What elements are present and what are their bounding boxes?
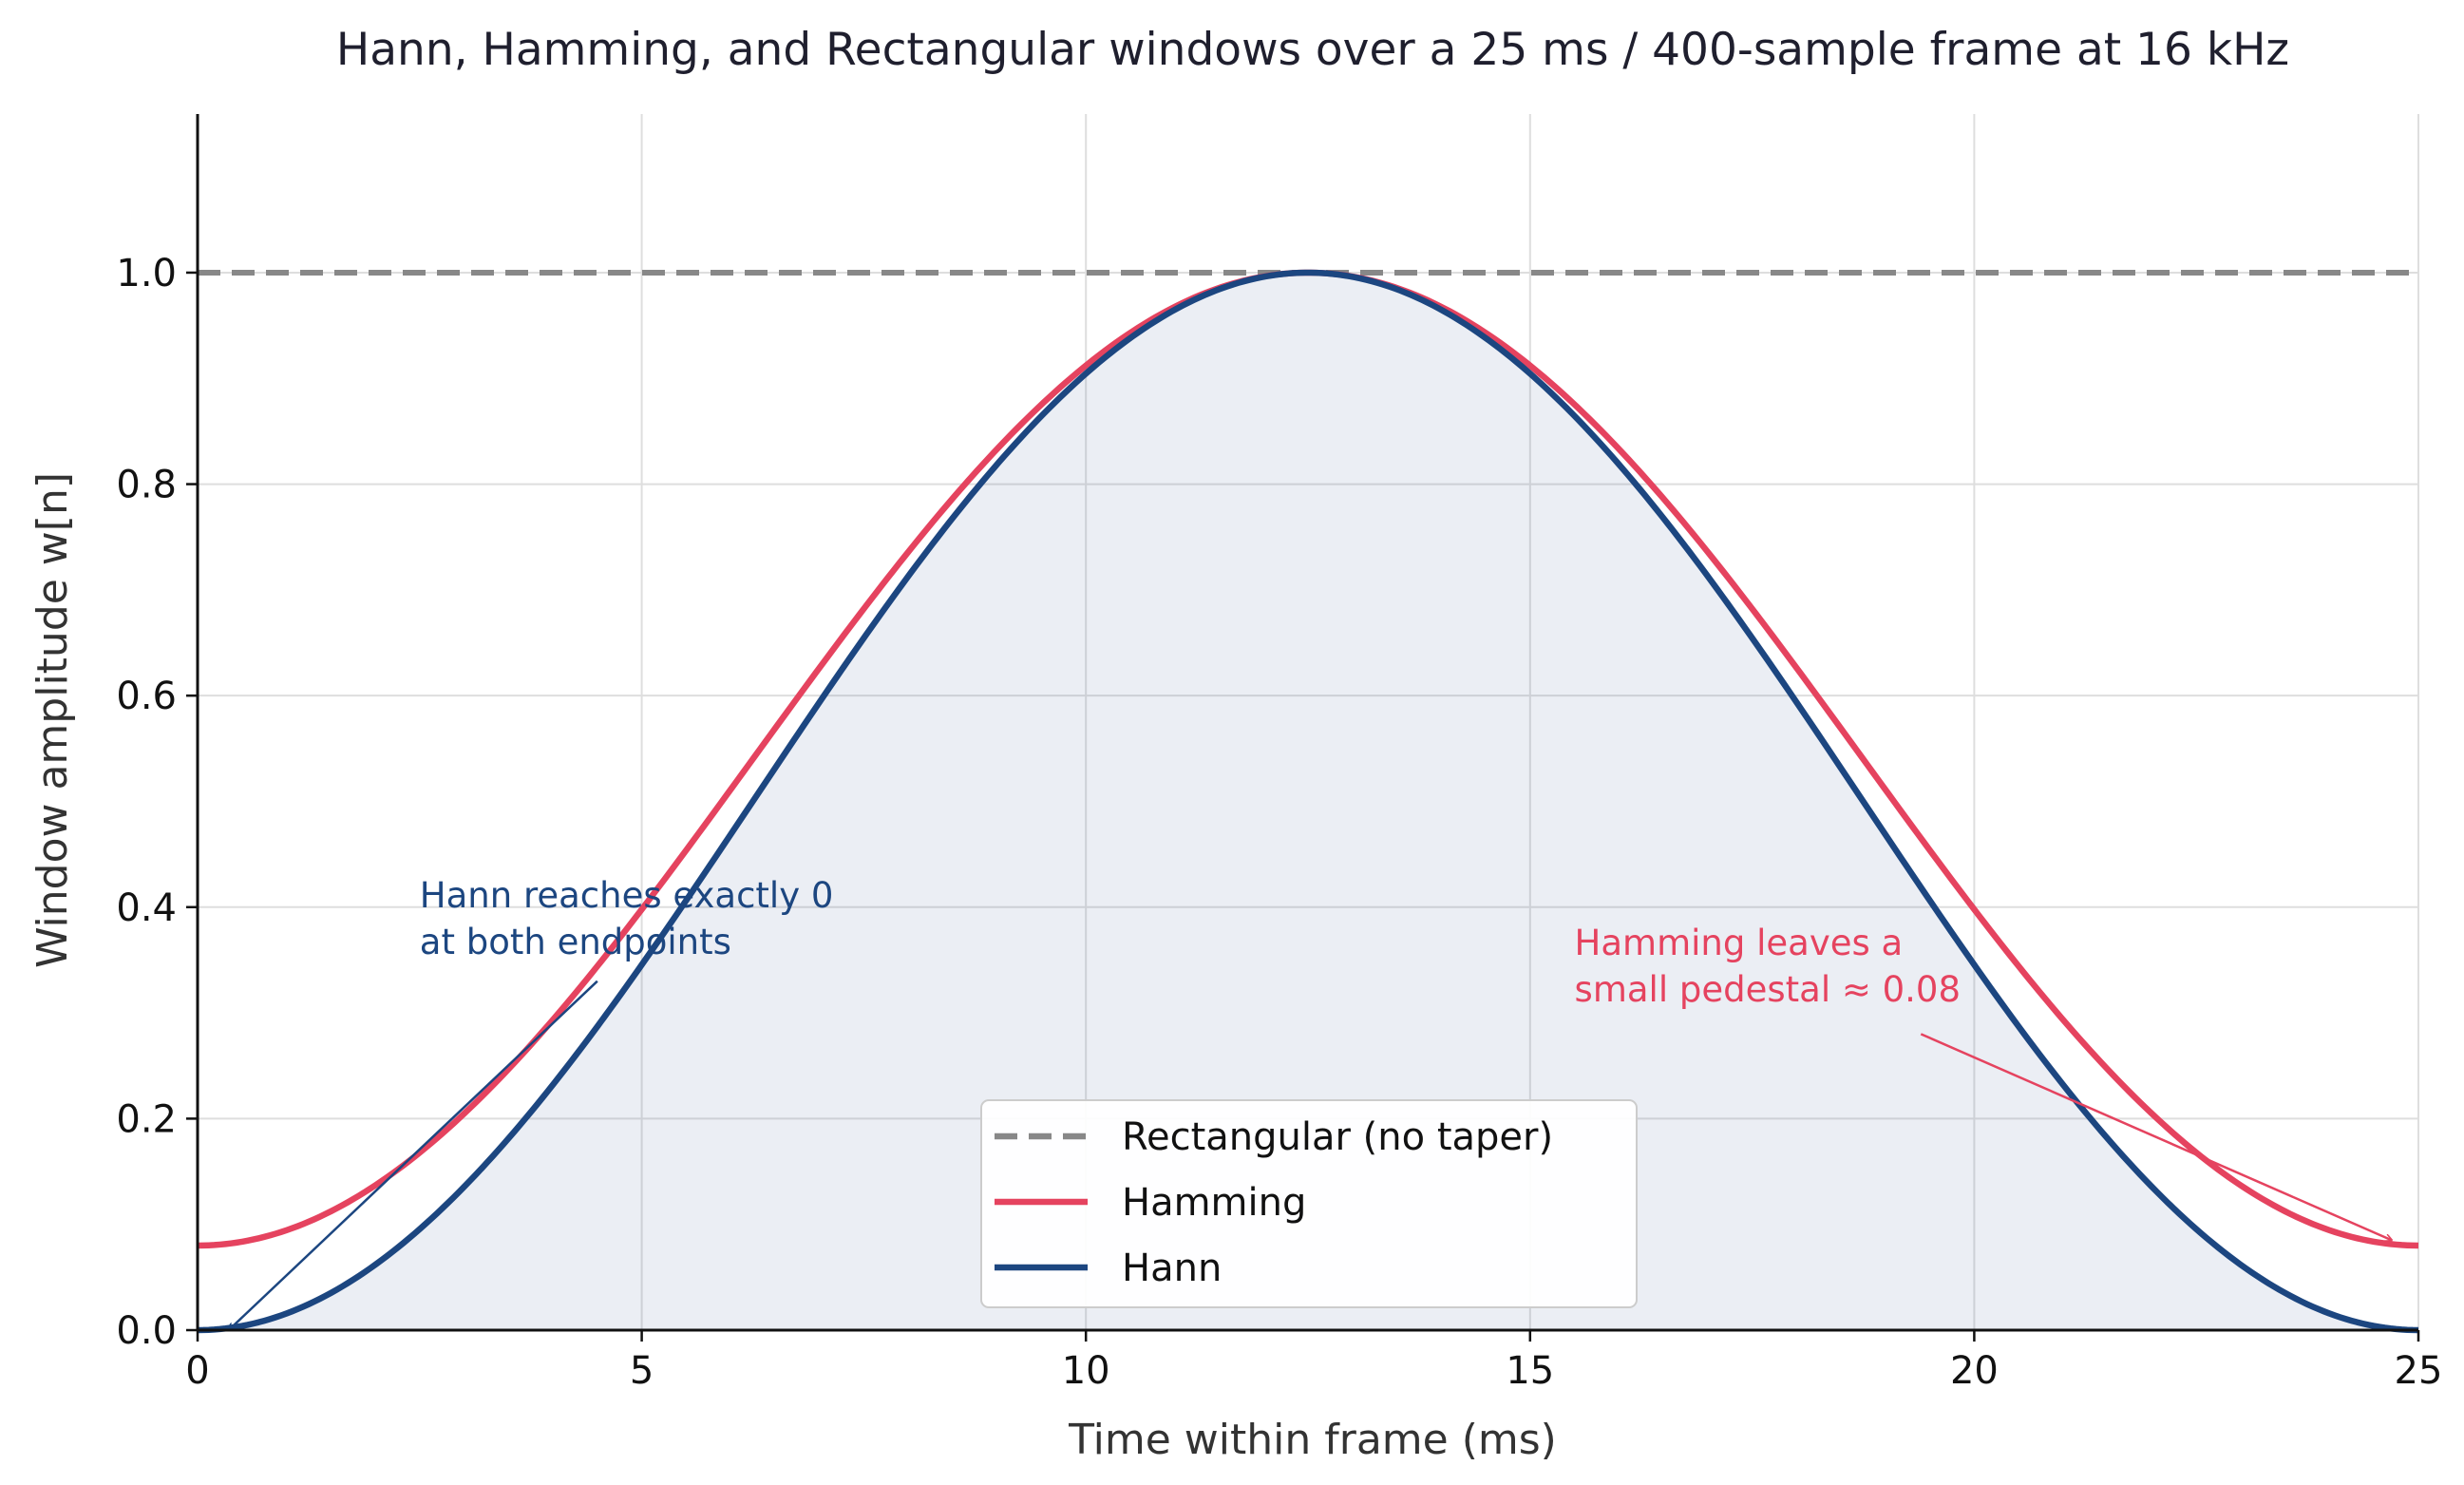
- x-tick-label: 15: [1506, 1349, 1554, 1393]
- x-axis-label: Time within frame (ms): [1068, 1416, 1557, 1464]
- x-tick-label: 20: [1950, 1349, 1999, 1393]
- annotation-arrow: [229, 980, 598, 1330]
- x-tick-label: 0: [185, 1349, 209, 1393]
- annotation-text: at both endpoints: [420, 922, 731, 962]
- y-tick-label: 1.0: [116, 252, 177, 295]
- legend: Rectangular (no taper) Hamming Hann: [980, 1099, 1638, 1308]
- annotation-arrow: [1920, 1033, 2392, 1240]
- series-layer: [197, 269, 2419, 1334]
- series-fill-hann: [198, 272, 2418, 1331]
- y-tick-label: 0.0: [116, 1309, 177, 1353]
- series-line-hann: [197, 269, 2419, 1334]
- tick-labels: 0 5 10 15 20 25 0.0 0.2 0.4 0.6 0.8 1.0: [116, 252, 2442, 1393]
- annotation-text: small pedestal ≈ 0.08: [1575, 969, 1961, 1010]
- legend-label-hann: Hann: [1122, 1247, 1222, 1290]
- y-tick-label: 0.6: [116, 675, 177, 718]
- x-tick-label: 5: [630, 1349, 654, 1393]
- x-tick-label: 25: [2395, 1349, 2443, 1393]
- x-tick-label: 10: [1062, 1349, 1110, 1393]
- legend-label-hamming: Hamming: [1122, 1181, 1306, 1225]
- y-tick-label: 0.4: [116, 886, 177, 930]
- hann-fill-layer: [198, 272, 2418, 1331]
- y-tick-label: 0.2: [116, 1097, 177, 1141]
- y-tick-label: 0.8: [116, 464, 177, 507]
- annotations-layer: Hann reaches exactly 0 at both endpoints H…: [229, 875, 2392, 1330]
- legend-label-rectangular-no-taper: Rectangular (no taper): [1122, 1115, 1553, 1159]
- chart-title: Hann, Hamming, and Rectangular windows o…: [336, 24, 2289, 76]
- y-axis-label: Window amplitude w[n]: [28, 472, 77, 968]
- legend-box: [980, 1099, 1638, 1308]
- annotation-text: Hamming leaves a: [1575, 923, 1904, 963]
- annotation-text: Hann reaches exactly 0: [420, 875, 834, 916]
- axes: [186, 114, 2420, 1342]
